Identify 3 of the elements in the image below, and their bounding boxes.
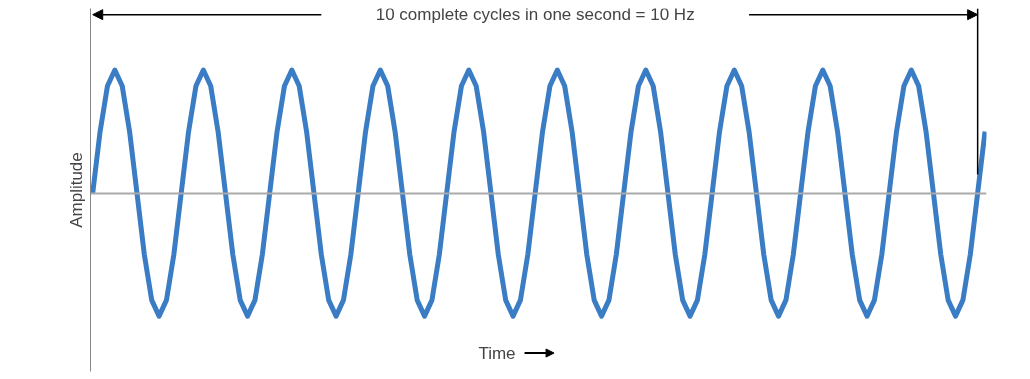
y-axis-title: Amplitude xyxy=(66,152,86,228)
x-axis-title: Time xyxy=(478,343,516,363)
text: 10 complete cycles in one second = 10 Hz xyxy=(375,5,695,25)
